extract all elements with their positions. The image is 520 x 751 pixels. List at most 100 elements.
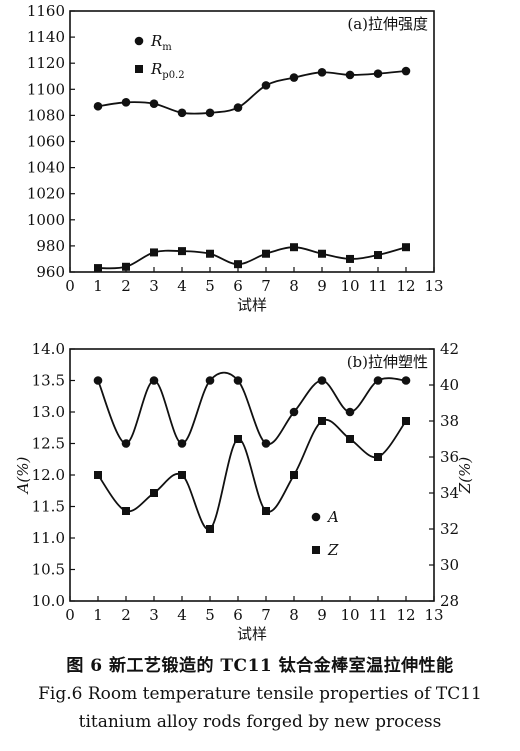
legend-label: A	[326, 508, 339, 526]
data-point	[373, 376, 383, 385]
panel-title: (b)拉伸塑性	[347, 353, 428, 371]
data-point	[318, 249, 326, 258]
y-tick-label: 1060	[27, 133, 65, 151]
data-point	[206, 525, 214, 533]
data-point	[262, 507, 270, 515]
y-tick-label: 12.0	[32, 466, 65, 484]
data-point	[121, 439, 131, 448]
y-tick-label: 10.0	[32, 592, 65, 610]
data-point	[346, 254, 354, 263]
y-tick-label: 960	[36, 263, 65, 281]
x-tick-label: 9	[317, 277, 327, 295]
x-tick-label: 13	[424, 277, 443, 295]
panel-title: (a)拉伸强度	[347, 15, 428, 33]
x-tick-label: 6	[233, 277, 243, 295]
data-point	[345, 407, 355, 417]
x-tick-label: 3	[149, 606, 159, 624]
data-point	[261, 439, 271, 448]
legend-label: Rp0.2	[150, 60, 185, 81]
y-right-axis-title: Z(%)	[456, 457, 474, 495]
x-tick-label: 9	[317, 606, 327, 624]
data-point	[93, 101, 103, 111]
x-tick-label: 0	[65, 606, 75, 624]
x-tick-label: 7	[261, 606, 271, 624]
x-tick-label: 10	[340, 606, 359, 624]
x-axis-title: 试样	[237, 296, 267, 314]
y-tick-label: 11.5	[32, 498, 65, 516]
x-tick-label: 5	[205, 606, 215, 624]
data-point	[374, 453, 382, 461]
data-point	[121, 98, 131, 107]
x-tick-label: 11	[368, 606, 387, 624]
x-tick-label: 13	[424, 606, 443, 624]
x-tick-label: 11	[368, 277, 387, 295]
data-point	[205, 376, 215, 385]
x-tick-label: 1	[93, 606, 103, 624]
legend-label: Rm	[150, 32, 172, 53]
y-tick-label: 1120	[27, 54, 65, 72]
data-point	[346, 435, 354, 443]
y-tick-label: 14.0	[32, 340, 65, 358]
y-tick-label: 1100	[27, 80, 65, 98]
data-point	[149, 99, 159, 108]
data-point	[234, 260, 242, 269]
y-tick-label: 1020	[27, 185, 65, 203]
data-point	[94, 471, 102, 479]
y-right-tick-label: 34	[440, 484, 459, 502]
data-point	[262, 249, 270, 258]
x-tick-label: 3	[149, 277, 159, 295]
x-tick-label: 0	[65, 277, 75, 295]
y-right-tick-label: 36	[440, 448, 459, 466]
series-line	[97, 371, 407, 445]
y-right-tick-label: 42	[440, 340, 459, 358]
y-tick-label: 10.5	[32, 561, 65, 579]
legend-label: Z	[327, 541, 339, 559]
y-tick-label: 980	[36, 237, 65, 255]
x-tick-label: 8	[289, 606, 299, 624]
y-tick-label: 1040	[27, 159, 65, 177]
y-tick-label: 1160	[27, 2, 65, 20]
data-point	[233, 376, 243, 385]
x-tick-label: 5	[205, 277, 215, 295]
data-point	[290, 471, 298, 479]
data-point	[289, 73, 299, 82]
y-right-tick-label: 32	[440, 520, 459, 538]
y-tick-label: 12.5	[32, 435, 65, 453]
series-line	[97, 418, 407, 530]
data-point	[401, 376, 411, 385]
x-axis-title: 试样	[237, 625, 267, 643]
series-line	[97, 70, 407, 115]
data-point	[318, 417, 326, 425]
data-point	[206, 249, 214, 258]
x-tick-label: 2	[121, 277, 131, 295]
data-point	[149, 376, 159, 385]
x-tick-label: 12	[396, 277, 415, 295]
legend-marker	[134, 36, 144, 46]
legend-marker	[135, 65, 143, 73]
y-tick-label: 11.0	[32, 529, 65, 547]
data-point	[122, 262, 130, 271]
x-tick-label: 12	[396, 606, 415, 624]
y-tick-label: 13.5	[32, 372, 65, 390]
data-point	[402, 243, 410, 252]
chart-panel-a: 0 1 2 3 4 5 6 7 8 9 10 11 12 139609801000102010401060…	[27, 2, 444, 314]
x-tick-label: 2	[121, 606, 131, 624]
data-point	[93, 376, 103, 385]
plot-frame	[69, 10, 435, 273]
data-point	[233, 103, 243, 112]
y-right-tick-label: 28	[440, 592, 459, 610]
y-right-tick-label: 40	[440, 376, 459, 394]
chart-panel-b: 0 1 2 3 4 5 6 7 8 9 10 11 12 1310.010.511.011.512.012…	[14, 340, 474, 643]
data-point	[402, 417, 410, 425]
data-point	[178, 471, 186, 479]
y-tick-label: 13.0	[32, 403, 65, 421]
y-tick-label: 1000	[27, 211, 65, 229]
data-point	[345, 70, 355, 80]
caption-chinese: 图 6 新工艺锻造的 TC11 钛合金棒室温拉伸性能	[66, 656, 454, 676]
caption-english-line-1: Fig.6 Room temperature tensile propertie…	[38, 684, 482, 704]
y-tick-label: 1140	[27, 28, 65, 46]
x-tick-label: 4	[177, 606, 187, 624]
data-point	[374, 251, 382, 260]
caption-english-line-2: titanium alloy rods forged by new proces…	[78, 712, 442, 732]
